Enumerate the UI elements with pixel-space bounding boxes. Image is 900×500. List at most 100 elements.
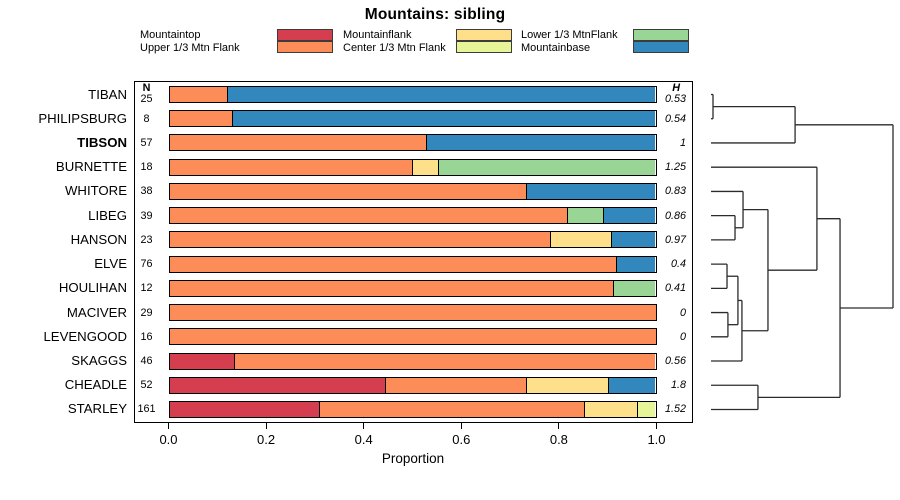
bar-row-elve xyxy=(168,255,657,273)
row-label-maciver: MACIVER xyxy=(66,304,127,320)
legend-label-upper-1-3-mtn-flank: Upper 1/3 Mtn Flank xyxy=(140,41,240,54)
bar-segment-mountainbase xyxy=(526,183,656,199)
row-label-skaggs: SKAGGS xyxy=(71,353,127,369)
n-value: 8 xyxy=(143,112,150,125)
bar-row-burnette xyxy=(168,158,657,176)
h-column-header: H xyxy=(672,82,680,94)
n-value: 46 xyxy=(140,355,153,368)
legend-label-center-1-3-mtn-flank: Center 1/3 Mtn Flank xyxy=(343,41,446,54)
x-tick-label: 1.0 xyxy=(647,432,666,447)
h-value: 1.52 xyxy=(664,403,686,416)
n-value: 12 xyxy=(140,282,153,295)
h-value: 0.4 xyxy=(670,258,686,271)
n-value: 57 xyxy=(140,136,153,149)
x-tick xyxy=(558,423,560,429)
row-label-houlihan: HOULIHAN xyxy=(58,280,127,296)
h-value: 1.8 xyxy=(670,379,686,392)
bar-row-maciver xyxy=(168,304,657,322)
bar-segment-upper-1-3-mtn-flank xyxy=(169,159,413,175)
bar-segment-upper-1-3-mtn-flank xyxy=(169,111,233,127)
bar-segment-upper-1-3-mtn-flank xyxy=(235,353,656,369)
bar-row-cheadle xyxy=(168,376,657,394)
bar-segment-upper-1-3-mtn-flank xyxy=(169,232,551,248)
bar-row-tiban xyxy=(168,86,657,103)
bar-segment-mountainflank xyxy=(526,377,610,393)
bar-segment-center-1-3-mtn-flank xyxy=(638,401,656,417)
bar-segment-upper-1-3-mtn-flank xyxy=(169,135,428,151)
x-tick-label: 0.0 xyxy=(159,432,178,447)
x-tick-label: 0.8 xyxy=(549,432,568,447)
row-label-hanson: HANSON xyxy=(70,231,127,247)
bar-segment-mountainflank xyxy=(585,401,639,417)
n-value: 52 xyxy=(140,379,153,392)
x-tick xyxy=(363,423,365,429)
bar-row-levengood xyxy=(168,328,657,346)
x-tick xyxy=(265,423,267,429)
x-tick xyxy=(655,423,658,429)
h-value: 1 xyxy=(679,136,686,149)
bar-row-whitore xyxy=(168,182,657,200)
bar-segment-upper-1-3-mtn-flank xyxy=(385,377,527,393)
n-column-header: N xyxy=(142,82,151,94)
bar-row-houlihan xyxy=(168,279,657,297)
h-value: 0 xyxy=(679,330,686,343)
n-value: 38 xyxy=(140,185,153,198)
bar-segment-mountainbase xyxy=(609,377,656,393)
n-value: 161 xyxy=(137,403,156,416)
legend-label-lower-1-3-mtnflank: Lower 1/3 MtnFlank xyxy=(521,29,618,41)
bar-segment-mountaintop xyxy=(169,353,236,369)
h-value: 0.54 xyxy=(664,112,686,125)
row-label-starley: STARLEY xyxy=(67,401,127,417)
legend-swatch-mountainbase xyxy=(633,40,689,53)
bar-segment-lower-1-3-mtnflank xyxy=(568,208,605,224)
x-tick-label: 0.4 xyxy=(354,432,373,447)
h-value: 0.56 xyxy=(664,355,686,368)
bar-segment-mountainbase xyxy=(227,87,656,102)
bar-row-philipsburg xyxy=(168,110,657,128)
bar-row-skaggs xyxy=(168,352,657,370)
dendrogram xyxy=(711,93,894,411)
n-value: 29 xyxy=(140,306,153,319)
bar-segment-mountainflank xyxy=(412,159,440,175)
h-value: 0 xyxy=(679,306,686,319)
h-value: 0.41 xyxy=(664,282,686,295)
row-label-burnette: BURNETTE xyxy=(55,159,127,175)
legend: Mountaintop Upper 1/3 Mtn Flank Mountainfl… xyxy=(0,0,900,60)
x-tick-label: 0.6 xyxy=(452,432,471,447)
h-value: 0.86 xyxy=(664,209,686,222)
bar-segment-upper-1-3-mtn-flank xyxy=(169,87,228,102)
legend-label-mountainflank: Mountainflank xyxy=(343,29,412,41)
n-value: 23 xyxy=(140,233,153,246)
bar-segment-mountainbase xyxy=(604,208,656,224)
bar-segment-mountainflank xyxy=(551,232,612,248)
chart-title: Mountains: sibling xyxy=(364,6,506,23)
h-value: 0.97 xyxy=(664,233,686,246)
legend-swatch-center-1-3-mtn-flank xyxy=(456,40,512,53)
bar-segment-upper-1-3-mtn-flank xyxy=(320,401,586,417)
legend-swatch-upper-1-3-mtn-flank xyxy=(277,40,333,53)
bar-segment-mountaintop xyxy=(169,401,321,417)
bar-segment-mountainbase xyxy=(616,256,656,272)
n-value: 18 xyxy=(140,161,153,174)
n-value: 76 xyxy=(140,258,153,271)
row-label-levengood: LEVENGOOD xyxy=(43,328,127,344)
row-label-libeg: LIBEG xyxy=(88,207,127,223)
x-tick xyxy=(167,423,170,429)
row-label-cheadle: CHEADLE xyxy=(64,377,127,393)
x-tick-label: 0.2 xyxy=(257,432,276,447)
h-value: 0.53 xyxy=(664,92,686,105)
bar-row-hanson xyxy=(168,231,657,249)
row-label-philipsburg: PHILIPSBURG xyxy=(38,110,127,126)
n-value: 25 xyxy=(140,92,153,105)
bar-segment-upper-1-3-mtn-flank xyxy=(169,280,615,296)
bar-segment-upper-1-3-mtn-flank xyxy=(169,256,617,272)
bar-segment-upper-1-3-mtn-flank xyxy=(169,183,527,199)
x-axis-label: Proportion xyxy=(381,451,445,466)
legend-label-mountainbase: Mountainbase xyxy=(521,41,591,54)
bar-segment-upper-1-3-mtn-flank xyxy=(169,208,569,224)
x-tick xyxy=(460,423,462,429)
bar-segment-mountainbase xyxy=(427,135,656,151)
bar-segment-lower-1-3-mtnflank xyxy=(614,280,656,296)
